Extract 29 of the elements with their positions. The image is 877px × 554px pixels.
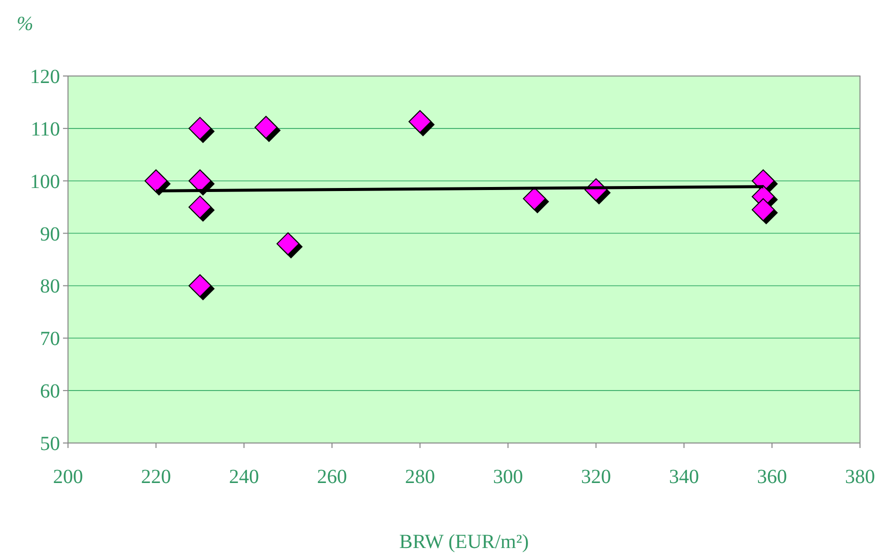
y-tick-label: 50: [40, 433, 60, 455]
point: [254, 116, 278, 139]
point: [144, 169, 168, 192]
x-tick-label: 340: [669, 466, 699, 488]
point: [408, 110, 432, 134]
y-tick-label: 70: [40, 328, 60, 350]
point: [188, 169, 212, 192]
point: [752, 198, 775, 222]
x-tick-label: 220: [141, 466, 171, 488]
point: [188, 116, 212, 140]
y-tick-label: 80: [40, 276, 60, 298]
x-tick-label: 200: [53, 466, 83, 488]
point: [188, 196, 212, 219]
y-tick-label: 90: [40, 223, 60, 246]
x-tick-label: 320: [581, 466, 611, 488]
x-tick-label: 260: [317, 466, 347, 488]
x-tick-label: 240: [229, 466, 259, 488]
point: [276, 232, 300, 256]
y-axis-title: %: [16, 13, 34, 35]
y-tick-label: 110: [30, 118, 60, 140]
y-tick-label: 60: [40, 380, 60, 403]
x-tick-label: 360: [757, 466, 787, 488]
x-axis-title: BRW (EUR/m²): [399, 531, 529, 553]
y-tick-label: 120: [30, 66, 60, 88]
point: [188, 274, 212, 298]
x-tick-label: 380: [845, 466, 875, 488]
x-tick-label: 280: [405, 466, 435, 488]
x-tick-label: 300: [493, 466, 523, 488]
y-tick-label: 100: [30, 170, 60, 193]
